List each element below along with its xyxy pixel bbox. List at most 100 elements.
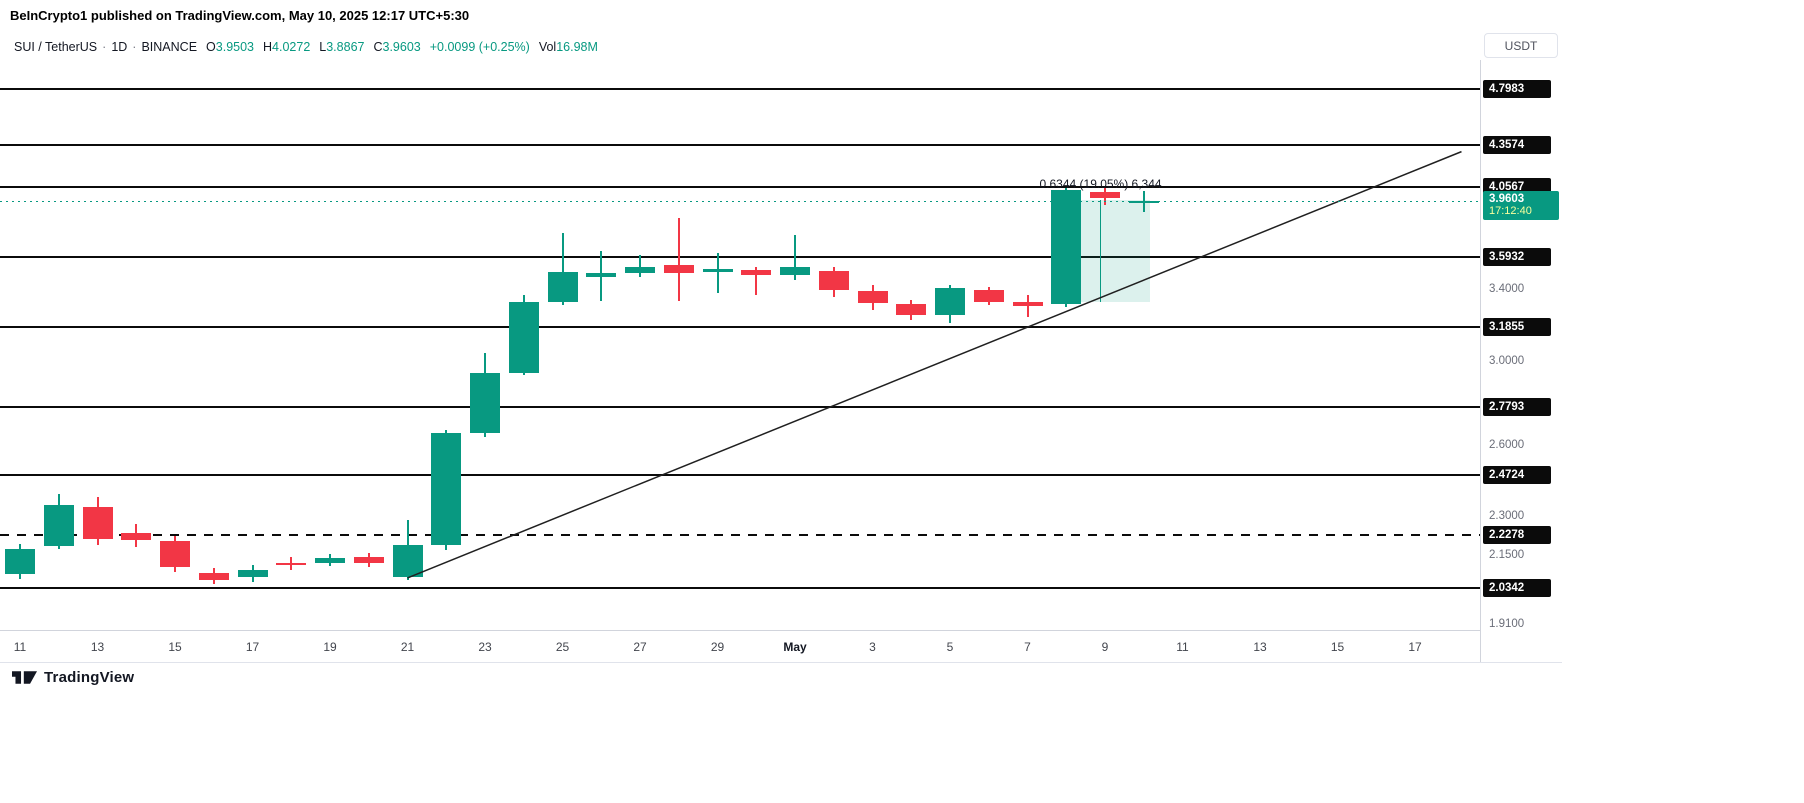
price-level-line[interactable]	[0, 326, 1480, 329]
candle-apr-29-wick	[716, 252, 719, 293]
time-label-11[interactable]: 11	[1176, 640, 1189, 654]
price-level-line[interactable]	[0, 405, 1480, 408]
open-label: O	[206, 40, 216, 54]
price-axis[interactable]: 4.7983 4.3574 4.0567 3.5932 3.1855 2.7793 2.47…	[1480, 60, 1562, 662]
footer-divider	[0, 662, 1562, 663]
high-value: 4.0272	[272, 40, 311, 54]
time-label-23[interactable]: 23	[478, 640, 492, 654]
current-price-badge[interactable]: 3.9603 17:12:40	[1483, 190, 1559, 220]
price-level-line[interactable]	[0, 256, 1480, 259]
price-level-line[interactable]	[0, 534, 1480, 537]
time-label-13[interactable]: 13	[1253, 640, 1267, 654]
time-label-13[interactable]: 13	[90, 640, 105, 654]
time-label-27[interactable]: 27	[633, 640, 647, 654]
candle-apr-23[interactable]	[470, 373, 500, 433]
countdown-timer: 17:12:40	[1489, 204, 1532, 217]
candle-apr-12[interactable]	[43, 504, 74, 546]
price-level-label: 4.3574	[1483, 136, 1551, 155]
candle-apr-15[interactable]	[160, 540, 190, 568]
time-label-15[interactable]: 15	[168, 640, 182, 654]
time-label-7[interactable]: 7	[1024, 640, 1031, 654]
symbol-name[interactable]: SUI / TetherUS	[14, 40, 98, 54]
price-grid-label: 2.1500	[1489, 549, 1525, 562]
low-label: L	[319, 40, 327, 54]
candle-may-2[interactable]	[818, 270, 849, 290]
candle-apr-17[interactable]	[237, 570, 268, 578]
low-value: 3.8867	[326, 40, 365, 54]
time-label-15[interactable]: 15	[1330, 640, 1345, 654]
candle-apr-29[interactable]	[702, 268, 733, 272]
currency-toggle-button[interactable]: USDT	[1484, 33, 1558, 58]
current-price-value: 3.9603	[1489, 192, 1525, 205]
trendline[interactable]	[407, 150, 1462, 579]
price-level-label: 3.1855	[1483, 318, 1551, 337]
candle-apr-25[interactable]	[547, 271, 578, 302]
candle-apr-13[interactable]	[82, 506, 113, 540]
candle-apr-14[interactable]	[121, 533, 152, 541]
time-label-25[interactable]: 25	[555, 640, 570, 654]
candle-may-3[interactable]	[857, 290, 888, 303]
time-label-11[interactable]: 11	[13, 640, 27, 654]
volume-value: 16.98M	[556, 40, 598, 54]
price-level-label: 2.7793	[1483, 397, 1551, 416]
candle-apr-16[interactable]	[198, 572, 229, 580]
candle-may-6[interactable]	[973, 289, 1004, 302]
candle-apr-11[interactable]	[5, 548, 35, 574]
volume-label: Vol	[538, 40, 557, 54]
candle-apr-28[interactable]	[663, 264, 694, 273]
exchange-label[interactable]: BINANCE	[141, 40, 198, 54]
candle-apr-18[interactable]	[276, 562, 307, 566]
price-level-line[interactable]	[0, 587, 1480, 590]
price-level-line[interactable]	[0, 473, 1480, 476]
candle-apr-21[interactable]	[392, 544, 423, 578]
candle-apr-27-wick	[639, 254, 641, 277]
interval-label[interactable]: 1D	[111, 40, 128, 54]
price-grid-label: 1.9100	[1489, 617, 1525, 630]
high-label: H	[263, 40, 273, 54]
time-label-17[interactable]: 17	[245, 640, 260, 654]
time-label-9[interactable]: 9	[1101, 640, 1109, 654]
time-label-19[interactable]: 19	[323, 640, 337, 654]
candle-may-8[interactable]	[1051, 189, 1082, 304]
current-price-line	[0, 200, 1480, 202]
price-level-line[interactable]	[0, 88, 1480, 91]
tradingview-logo[interactable]: TradingView	[12, 669, 134, 686]
close-value: 3.9603	[382, 40, 421, 54]
time-label-21[interactable]: 21	[400, 640, 415, 654]
time-label-29[interactable]: 29	[710, 640, 725, 654]
price-grid-label: 2.3000	[1489, 509, 1525, 522]
price-level-label: 3.5932	[1483, 248, 1551, 267]
time-label-may[interactable]: May	[783, 640, 807, 654]
candle-may-9[interactable]	[1090, 191, 1120, 198]
measurement-label: 0.6344 (19.05%) 6,344	[1039, 177, 1162, 192]
candle-apr-19[interactable]	[315, 558, 345, 563]
candle-may-7[interactable]	[1012, 301, 1043, 306]
candle-apr-20[interactable]	[353, 556, 384, 563]
candle-apr-24[interactable]	[508, 301, 539, 374]
price-level-label: 2.0342	[1483, 579, 1551, 598]
time-label-3[interactable]: 3	[869, 640, 876, 654]
price-level-line[interactable]	[0, 144, 1480, 147]
time-label-5[interactable]: 5	[946, 640, 954, 654]
candle-apr-26[interactable]	[586, 272, 617, 277]
candle-may-5[interactable]	[935, 287, 965, 315]
candle-apr-22[interactable]	[431, 432, 462, 545]
measurement-arrow	[1100, 200, 1102, 302]
attribution-text: BeInCrypto1 published on TradingView.com…	[10, 8, 470, 23]
tradingview-logo-icon	[12, 671, 37, 684]
candle-may-1[interactable]	[780, 266, 810, 275]
legend-separator: ·	[102, 40, 107, 54]
candle-may-7-wick	[1026, 294, 1029, 317]
plot-area[interactable]: 0.6344 (19.05%) 6,344	[0, 60, 1480, 630]
candle-apr-27[interactable]	[625, 266, 655, 273]
time-label-17[interactable]: 17	[1408, 640, 1422, 654]
price-level-line[interactable]	[0, 185, 1480, 188]
time-axis[interactable]: 11 13 15 17 19 21 23 25 27 29 May 3 5 7 9 11 13 15 17	[0, 630, 1480, 662]
candle-may-4[interactable]	[896, 303, 927, 315]
candle-apr-30[interactable]	[741, 269, 772, 275]
candle-apr-28-wick	[677, 217, 680, 301]
price-grid-label: 2.6000	[1489, 438, 1525, 451]
change-value: +0.0099 (+0.25%)	[429, 40, 530, 54]
